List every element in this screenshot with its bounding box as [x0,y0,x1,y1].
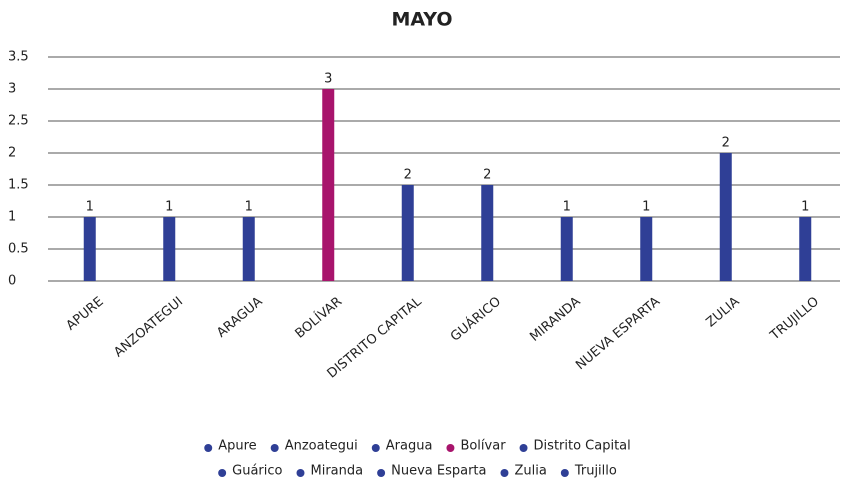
x-tick-label: BOLÍVAR [292,293,345,341]
legend-row: Guárico Miranda Nueva Esparta Zulia Trujillo [218,464,617,479]
x-tick-label: GUÁRICO [447,293,504,344]
legend-label: Miranda [311,464,364,479]
bar [163,217,176,281]
legend-row: Apure Anzoategui Aragua Bolívar Distrito Cap… [204,439,631,454]
legend-label: Anzoategui [285,439,358,454]
x-tick-label: TRUJILLO [767,294,822,344]
value-label: 1 [642,200,650,215]
legend-swatch [270,444,279,452]
bar [560,217,573,281]
bar [640,217,653,281]
y-tick-label: 2 [8,146,16,161]
legend-label: Zulia [514,464,546,479]
legend-swatch [204,444,213,452]
value-label: 1 [165,200,173,215]
legend-swatch [519,444,528,452]
legend-swatch [377,469,386,477]
legend-swatch [446,444,455,452]
legend-swatch [371,444,380,452]
y-tick-label: 0 [8,274,16,289]
value-label: 1 [563,200,571,215]
legend-label: Nueva Esparta [391,464,486,479]
x-tick-label: APURE [64,294,107,333]
bar [83,217,96,281]
bar [242,217,255,281]
legend-swatch [560,469,569,477]
bar [401,185,414,281]
legend-label: Bolívar [460,439,506,454]
legend-label: Distrito Capital [534,439,631,454]
y-tick-label: 3 [8,82,16,97]
bar [481,185,494,281]
bar [719,153,732,281]
bar [322,89,335,281]
y-tick-label: 1.5 [8,178,29,193]
value-label: 1 [245,200,253,215]
value-label: 2 [722,136,730,151]
value-label: 2 [404,168,412,183]
legend-swatch [296,469,305,477]
value-label: 2 [483,168,491,183]
x-tick-label: ZULIA [704,294,743,330]
legend-label: Trujillo [574,464,617,479]
legend-swatch [218,469,227,477]
y-tick-label: 0.5 [8,242,29,257]
legend-label: Guárico [232,464,282,479]
value-label: 1 [86,200,94,215]
legend-label: Apure [218,439,256,454]
chart-title: MAYO [391,9,452,31]
x-tick-label: NUEVA ESPARTA [573,294,663,373]
x-tick-label: ANZOATEGUI [111,294,186,360]
bar [799,217,812,281]
y-tick-label: 2.5 [8,114,29,129]
y-tick-label: 3.5 [8,50,29,65]
legend-label: Aragua [386,439,433,454]
x-tick-label: ARAGUA [214,294,266,341]
value-label: 3 [324,72,332,87]
y-tick-label: 1 [8,210,16,225]
x-tick-label: MIRANDA [527,294,583,345]
legend-swatch [500,469,509,477]
value-label: 1 [801,200,809,215]
